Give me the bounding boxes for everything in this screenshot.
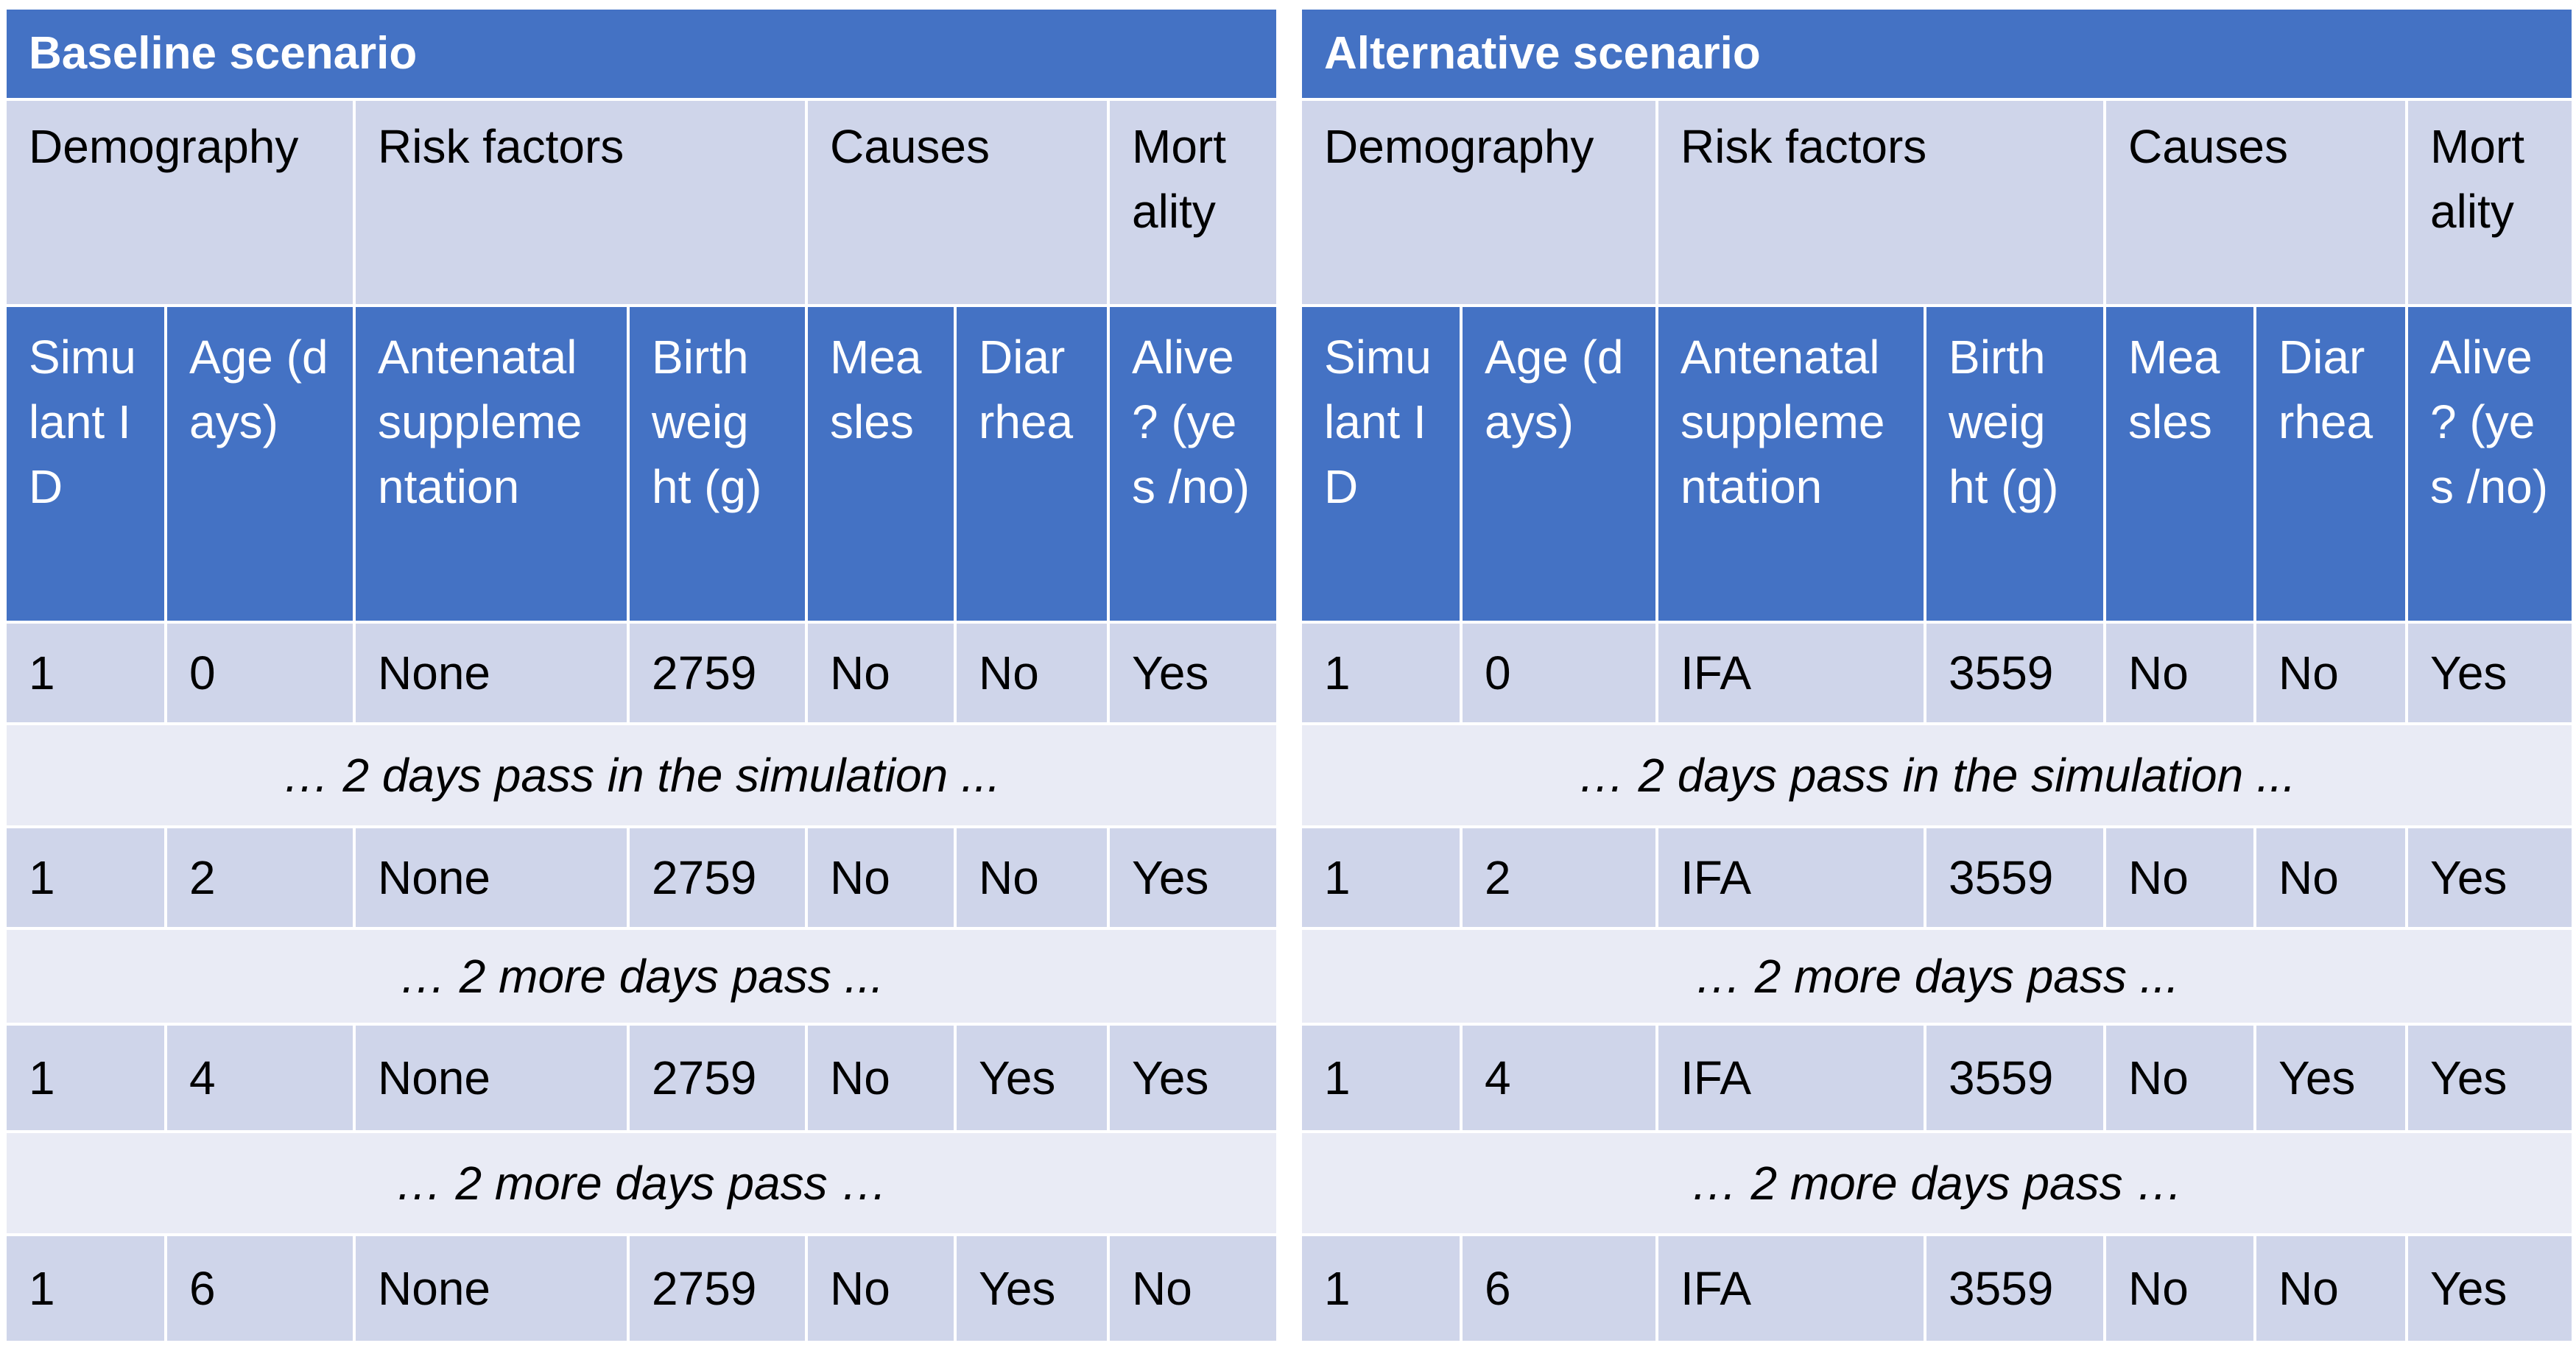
cell-alive: Yes xyxy=(1107,621,1279,725)
column-header-age: Age (days) xyxy=(1460,304,1658,624)
cell-alive: Yes xyxy=(1107,825,1279,930)
cell-antenatal: IFA xyxy=(1655,1233,1926,1344)
cell-age: 2 xyxy=(1460,825,1658,930)
cell-diarrhea: Yes xyxy=(954,1023,1110,1133)
column-header-diarrhea: Diar rhea xyxy=(954,304,1110,624)
alternative-table: Alternative scenario Demography Risk fac… xyxy=(1298,7,2575,1344)
cell-measles: No xyxy=(805,621,957,725)
table-row: 1 2 IFA 3559 No No Yes xyxy=(1299,825,2575,930)
cell-alive: Yes xyxy=(1107,1023,1279,1133)
column-header-antenatal: Antenatal suppleme ntation xyxy=(1655,304,1926,624)
cell-age: 4 xyxy=(164,1023,356,1133)
cell-birth-weight: 2759 xyxy=(627,1023,808,1133)
group-header-mortality: Mort ality xyxy=(2404,98,2575,307)
cell-measles: No xyxy=(2103,621,2256,725)
column-header-simulant-id: Simu lant ID xyxy=(1299,304,1463,624)
cell-antenatal: None xyxy=(353,1023,630,1133)
cell-antenatal: None xyxy=(353,1233,630,1344)
cell-measles: No xyxy=(2103,1233,2256,1344)
group-header-demography: Demography xyxy=(1299,98,1658,307)
table-row: 1 0 None 2759 No No Yes xyxy=(4,621,1279,725)
alternative-scenario-table: Alternative scenario Demography Risk fac… xyxy=(1298,7,2575,1344)
column-header-alive: Alive ? (yes /no) xyxy=(2404,304,2575,624)
time-passage-note: … 2 more days pass ... xyxy=(1298,927,2575,1026)
cell-simulant-id: 1 xyxy=(4,1023,167,1133)
cell-birth-weight: 3559 xyxy=(1924,825,2106,930)
cell-antenatal: None xyxy=(353,621,630,725)
cell-measles: No xyxy=(805,1233,957,1344)
column-header-simulant-id: Simu lant ID xyxy=(4,304,167,624)
cell-age: 2 xyxy=(164,825,356,930)
time-passage-note: … 2 more days pass … xyxy=(1298,1130,2575,1236)
group-header-causes: Causes xyxy=(2103,98,2408,307)
baseline-scenario-table: Baseline scenario Demography Risk factor… xyxy=(4,7,1279,1344)
cell-age: 4 xyxy=(1460,1023,1658,1133)
column-header-alive: Alive ? (yes /no) xyxy=(1107,304,1279,624)
column-header-antenatal: Antenatal suppleme ntation xyxy=(353,304,630,624)
cell-simulant-id: 1 xyxy=(1299,1023,1463,1133)
cell-measles: No xyxy=(2103,825,2256,930)
cell-antenatal: None xyxy=(353,825,630,930)
cell-measles: No xyxy=(2103,1023,2256,1133)
time-passage-note: … 2 days pass in the simulation ... xyxy=(1298,722,2575,828)
cell-birth-weight: 3559 xyxy=(1924,1023,2106,1133)
table-row: 1 2 None 2759 No No Yes xyxy=(4,825,1279,930)
cell-measles: No xyxy=(805,1023,957,1133)
cell-diarrhea: No xyxy=(954,825,1110,930)
group-header-mortality: Mort ality xyxy=(1107,98,1279,307)
cell-measles: No xyxy=(805,825,957,930)
table-title: Baseline scenario xyxy=(4,7,1279,101)
column-header-measles: Mea sles xyxy=(805,304,957,624)
cell-birth-weight: 2759 xyxy=(627,825,808,930)
cell-antenatal: IFA xyxy=(1655,1023,1926,1133)
cell-age: 6 xyxy=(1460,1233,1658,1344)
cell-birth-weight: 3559 xyxy=(1924,1233,2106,1344)
cell-alive: Yes xyxy=(2404,1233,2575,1344)
cell-diarrhea: No xyxy=(2253,1233,2408,1344)
column-header-birth-weight: Birth weig ht (g) xyxy=(1924,304,2106,624)
cell-antenatal: IFA xyxy=(1655,621,1926,725)
time-passage-note: … 2 more days pass ... xyxy=(4,927,1279,1026)
cell-diarrhea: No xyxy=(2253,825,2408,930)
time-passage-note: … 2 days pass in the simulation ... xyxy=(4,722,1279,828)
cell-simulant-id: 1 xyxy=(1299,1233,1463,1344)
baseline-table: Baseline scenario Demography Risk factor… xyxy=(4,7,1279,1344)
column-header-age: Age (days) xyxy=(164,304,356,624)
group-header-risk-factors: Risk factors xyxy=(1655,98,2106,307)
cell-age: 6 xyxy=(164,1233,356,1344)
cell-simulant-id: 1 xyxy=(1299,621,1463,725)
cell-alive: Yes xyxy=(2404,825,2575,930)
column-header-birth-weight: Birth weig ht (g) xyxy=(627,304,808,624)
cell-antenatal: IFA xyxy=(1655,825,1926,930)
cell-birth-weight: 3559 xyxy=(1924,621,2106,725)
cell-simulant-id: 1 xyxy=(1299,825,1463,930)
column-header-diarrhea: Diar rhea xyxy=(2253,304,2408,624)
cell-alive: Yes xyxy=(2404,621,2575,725)
cell-diarrhea: Yes xyxy=(954,1233,1110,1344)
cell-alive: Yes xyxy=(2404,1023,2575,1133)
cell-simulant-id: 1 xyxy=(4,621,167,725)
group-header-causes: Causes xyxy=(805,98,1110,307)
table-row: 1 6 IFA 3559 No No Yes xyxy=(1299,1233,2575,1344)
group-header-risk-factors: Risk factors xyxy=(353,98,808,307)
cell-alive: No xyxy=(1107,1233,1279,1344)
table-title: Alternative scenario xyxy=(1298,7,2575,101)
table-row: 1 4 None 2759 No Yes Yes xyxy=(4,1023,1279,1133)
time-passage-note: … 2 more days pass … xyxy=(4,1130,1279,1236)
column-header-measles: Mea sles xyxy=(2103,304,2256,624)
cell-simulant-id: 1 xyxy=(4,1233,167,1344)
group-header-demography: Demography xyxy=(4,98,356,307)
cell-age: 0 xyxy=(1460,621,1658,725)
cell-diarrhea: No xyxy=(2253,621,2408,725)
table-row: 1 0 IFA 3559 No No Yes xyxy=(1299,621,2575,725)
cell-diarrhea: Yes xyxy=(2253,1023,2408,1133)
cell-diarrhea: No xyxy=(954,621,1110,725)
table-row: 1 6 None 2759 No Yes No xyxy=(4,1233,1279,1344)
cell-age: 0 xyxy=(164,621,356,725)
cell-birth-weight: 2759 xyxy=(627,621,808,725)
cell-simulant-id: 1 xyxy=(4,825,167,930)
cell-birth-weight: 2759 xyxy=(627,1233,808,1344)
table-row: 1 4 IFA 3559 No Yes Yes xyxy=(1299,1023,2575,1133)
